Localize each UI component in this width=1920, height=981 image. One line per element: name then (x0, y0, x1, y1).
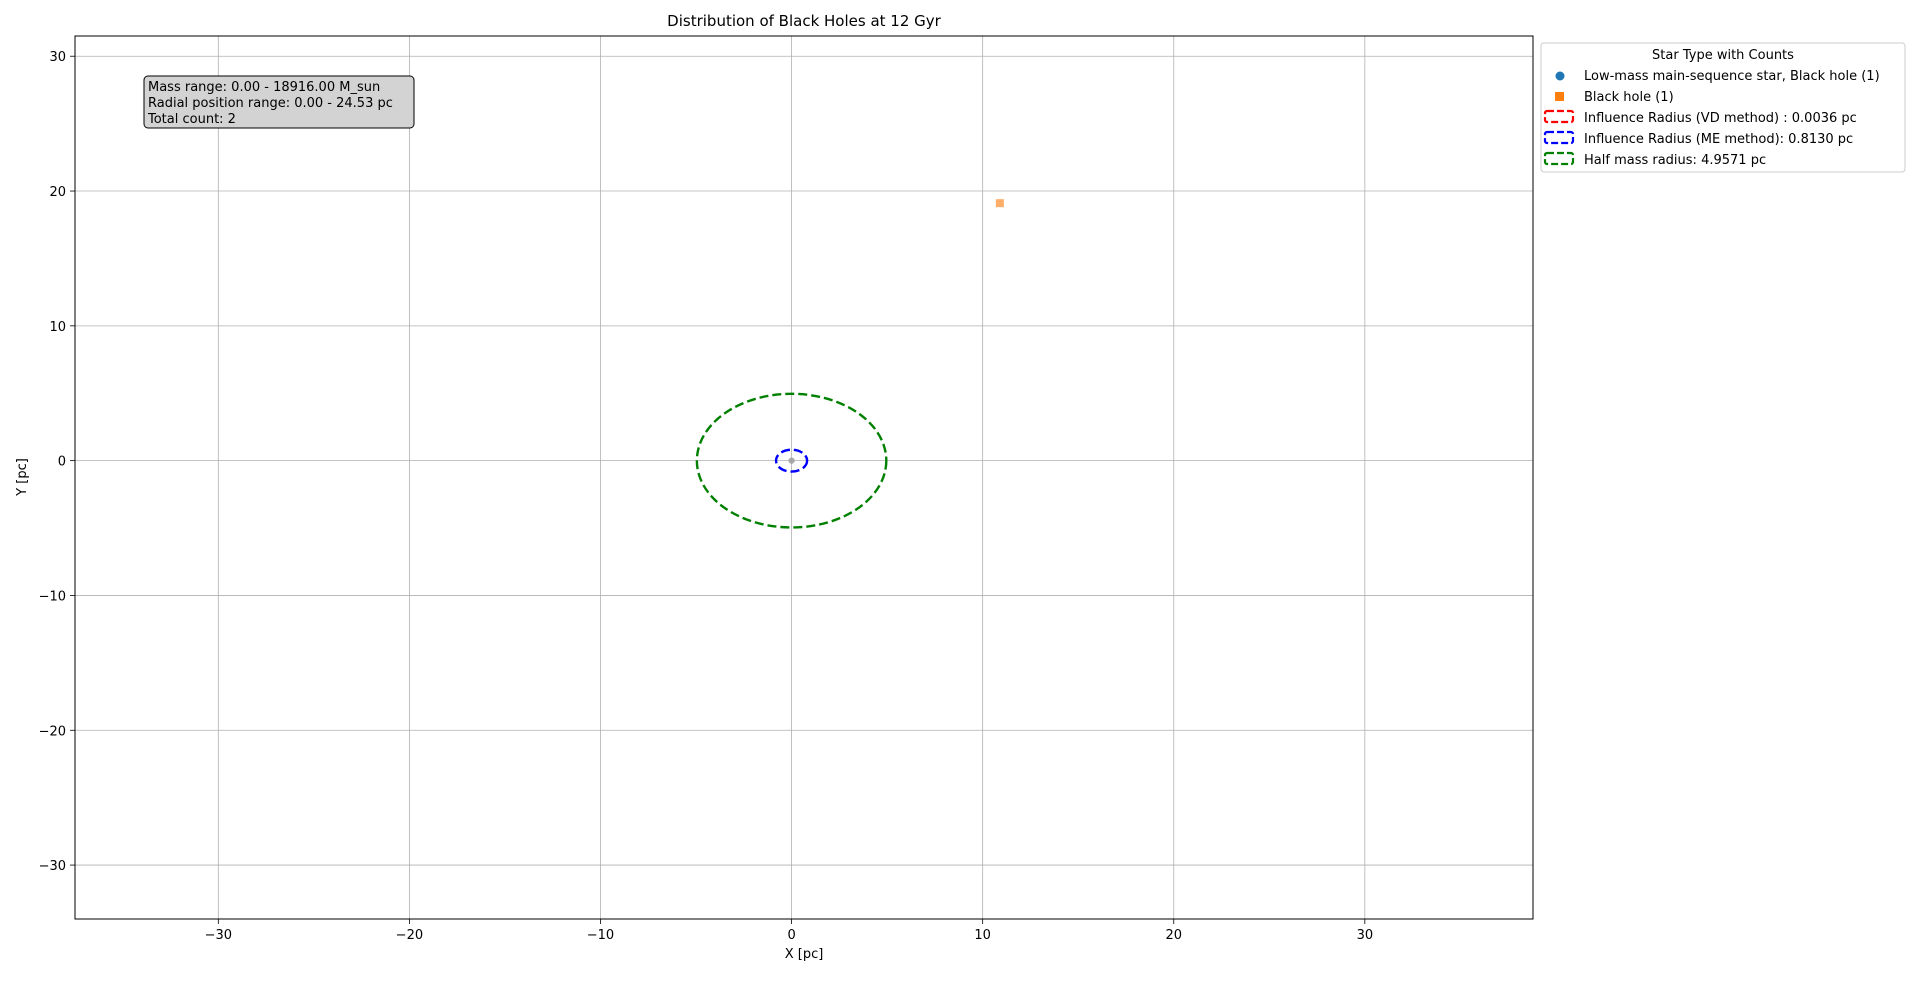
data-point-circle (788, 457, 794, 463)
y-tick-label: 30 (49, 50, 66, 65)
legend-marker-circle (1556, 72, 1565, 81)
x-tick-label: 30 (1357, 928, 1374, 943)
y-tick-label: 20 (49, 185, 66, 200)
x-tick-label: 10 (974, 928, 991, 943)
legend-label: Low-mass main-sequence star, Black hole … (1584, 69, 1880, 84)
x-tick-label: 20 (1165, 928, 1182, 943)
chart-title: Distribution of Black Holes at 12 Gyr (667, 12, 941, 30)
data-point-square (996, 199, 1004, 207)
y-tick-label: −10 (39, 589, 66, 604)
annotation-line: Mass range: 0.00 - 18916.00 M_sun (148, 80, 380, 95)
legend-label: Black hole (1) (1584, 90, 1674, 105)
legend-label: Influence Radius (VD method) : 0.0036 pc (1584, 111, 1857, 126)
legend-marker-square (1555, 92, 1564, 101)
data-points (788, 199, 1003, 464)
x-tick-label: −20 (396, 928, 423, 943)
annotation-line: Radial position range: 0.00 - 24.53 pc (148, 96, 393, 111)
annotation-line: Total count: 2 (147, 112, 236, 127)
x-tick-label: −30 (205, 928, 232, 943)
y-tick-label: −20 (39, 724, 66, 739)
y-axis-label: Y [pc] (15, 458, 30, 497)
stats-annotation: Mass range: 0.00 - 18916.00 M_sun Radial… (144, 76, 414, 128)
x-axis-label: X [pc] (785, 947, 824, 962)
legend: Star Type with Counts Low-mass main-sequ… (1541, 43, 1905, 172)
y-tick-label: −30 (39, 859, 66, 874)
legend-label: Half mass radius: 4.9571 pc (1584, 153, 1766, 168)
x-tick-label: −10 (587, 928, 614, 943)
x-tick-label: 0 (787, 928, 795, 943)
y-tick-label: 10 (49, 320, 66, 335)
axis-ticks: −30 −20 −10 0 10 20 30 −30 −20 −10 0 10 20 30 (39, 50, 1374, 943)
grid (75, 36, 1533, 919)
y-tick-label: 0 (58, 455, 66, 470)
legend-title: Star Type with Counts (1652, 48, 1794, 63)
plot-frame (75, 36, 1533, 919)
legend-label: Influence Radius (ME method): 0.8130 pc (1584, 132, 1853, 147)
